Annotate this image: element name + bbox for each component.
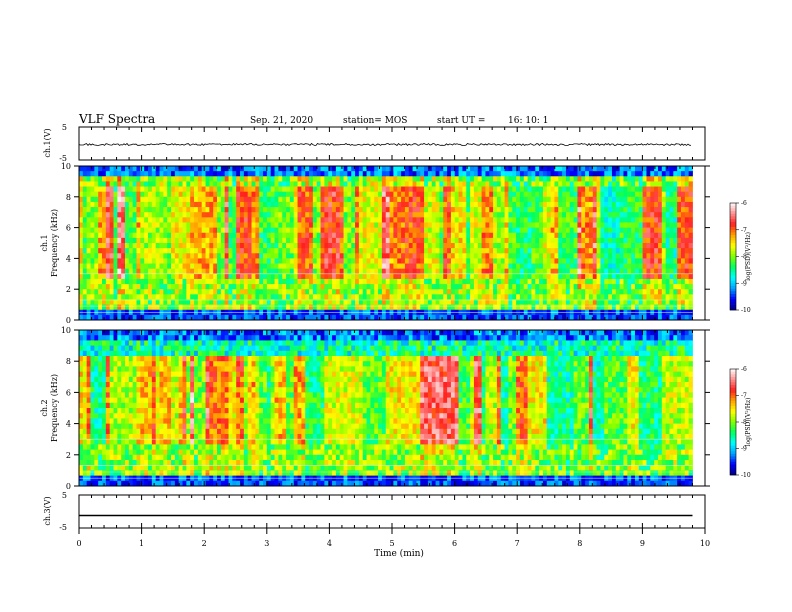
ch3-ytick-bottom: -5 xyxy=(59,523,67,532)
panel-ch3-waveform: 5 -5 ch.3(V) xyxy=(43,491,706,532)
time-tick-label: 10 xyxy=(700,539,710,548)
time-tick-label: 5 xyxy=(389,539,394,548)
ch2-ylabel-channel: ch.2 xyxy=(40,399,49,416)
time-tick-marks xyxy=(78,127,706,528)
freq-tick-label: 4 xyxy=(66,420,71,429)
ch1-spectrogram-image xyxy=(79,166,705,321)
ch2-colorbar: -6 -7 -8 -9 -10 log(PSD)(V²/Hz) xyxy=(729,366,752,479)
ch2-spectrogram-image xyxy=(79,330,705,487)
time-tick-label: 6 xyxy=(452,539,457,548)
ch1-ytick-top: 5 xyxy=(62,123,67,132)
header-start-label: start UT = xyxy=(437,116,485,126)
time-tick-label: 1 xyxy=(139,539,144,548)
ch3-ytick-top: 5 xyxy=(62,491,67,500)
freq-tick-label: 8 xyxy=(66,193,71,202)
header-station: station= MOS xyxy=(343,116,407,126)
freq-tick-label: 10 xyxy=(61,162,71,171)
header-date: Sep. 21, 2020 xyxy=(250,116,313,126)
time-tick-label: 4 xyxy=(327,539,332,548)
panel-ch1-waveform: 5 -5 ch.1(V) xyxy=(43,123,706,163)
header-start-time: 16: 10: 1 xyxy=(508,116,548,126)
colorbar-tick-label: -8 xyxy=(741,419,747,426)
figure-title: VLF Spectra xyxy=(78,112,155,126)
colorbar-tick-label: -9 xyxy=(741,446,747,453)
time-tick-label: 9 xyxy=(640,539,645,548)
colorbar-label: log(PSD)(V²/Hz) xyxy=(745,398,752,447)
ch1-colorbar: -6 -7 -8 -9 -10 log(PSD)(V²/Hz) xyxy=(729,200,752,314)
time-tick-label: 2 xyxy=(202,539,207,548)
freq-tick-label: 2 xyxy=(66,285,71,294)
time-tick-label: 0 xyxy=(76,539,81,548)
ch1-waveform-ylabel: ch.1(V) xyxy=(43,128,52,157)
freq-tick-label: 0 xyxy=(66,316,71,325)
ch2-freq-ticks: 0 2 4 6 8 10 xyxy=(61,326,710,491)
ch1-waveform-trace xyxy=(78,142,692,147)
colorbar-tick-label: -7 xyxy=(741,393,747,400)
freq-tick-label: 2 xyxy=(66,451,71,460)
freq-tick-label: 8 xyxy=(66,357,71,366)
colorbar-tick-label: -6 xyxy=(741,366,747,373)
ch1-ylabel-channel: ch.1 xyxy=(40,234,49,251)
colorbar-tick-label: -7 xyxy=(741,227,747,234)
colorbar-label: log(PSD)(V²/Hz) xyxy=(745,232,752,281)
ch1-ytick-bottom: -5 xyxy=(59,154,67,163)
freq-tick-label: 4 xyxy=(66,254,71,263)
colorbar-tick-label: -9 xyxy=(741,280,747,287)
ch1-freq-ticks: 0 2 4 6 8 10 xyxy=(61,162,710,325)
freq-tick-label: 0 xyxy=(66,482,71,491)
ch1-ylabel-frequency: Frequency (kHz) xyxy=(50,209,59,277)
freq-tick-label: 10 xyxy=(61,326,71,335)
time-tick-label: 3 xyxy=(264,539,269,548)
time-tick-label: 8 xyxy=(577,539,582,548)
ch2-ylabel-frequency: Frequency (kHz) xyxy=(50,374,59,442)
panel-ch1-spectrogram: 0 2 4 6 8 10 ch.1 Frequency (kHz) xyxy=(40,162,710,325)
colorbar-tick-label: -10 xyxy=(741,307,751,314)
time-axis-ticks: 0 1 2 3 4 5 6 7 8 9 10 xyxy=(76,528,710,548)
panel-ch2-spectrogram: 0 2 4 6 8 10 ch.2 Frequency (kHz) xyxy=(40,326,710,491)
freq-tick-label: 6 xyxy=(66,388,71,397)
time-tick-label: 7 xyxy=(515,539,520,548)
time-axis-label: Time (min) xyxy=(374,548,424,559)
colorbar-tick-label: -10 xyxy=(741,472,751,479)
freq-tick-label: 6 xyxy=(66,224,71,233)
colorbar-tick-label: -8 xyxy=(741,254,747,261)
colorbar-tick-label: -6 xyxy=(741,200,747,207)
ch3-waveform-ylabel: ch.3(V) xyxy=(43,496,52,525)
